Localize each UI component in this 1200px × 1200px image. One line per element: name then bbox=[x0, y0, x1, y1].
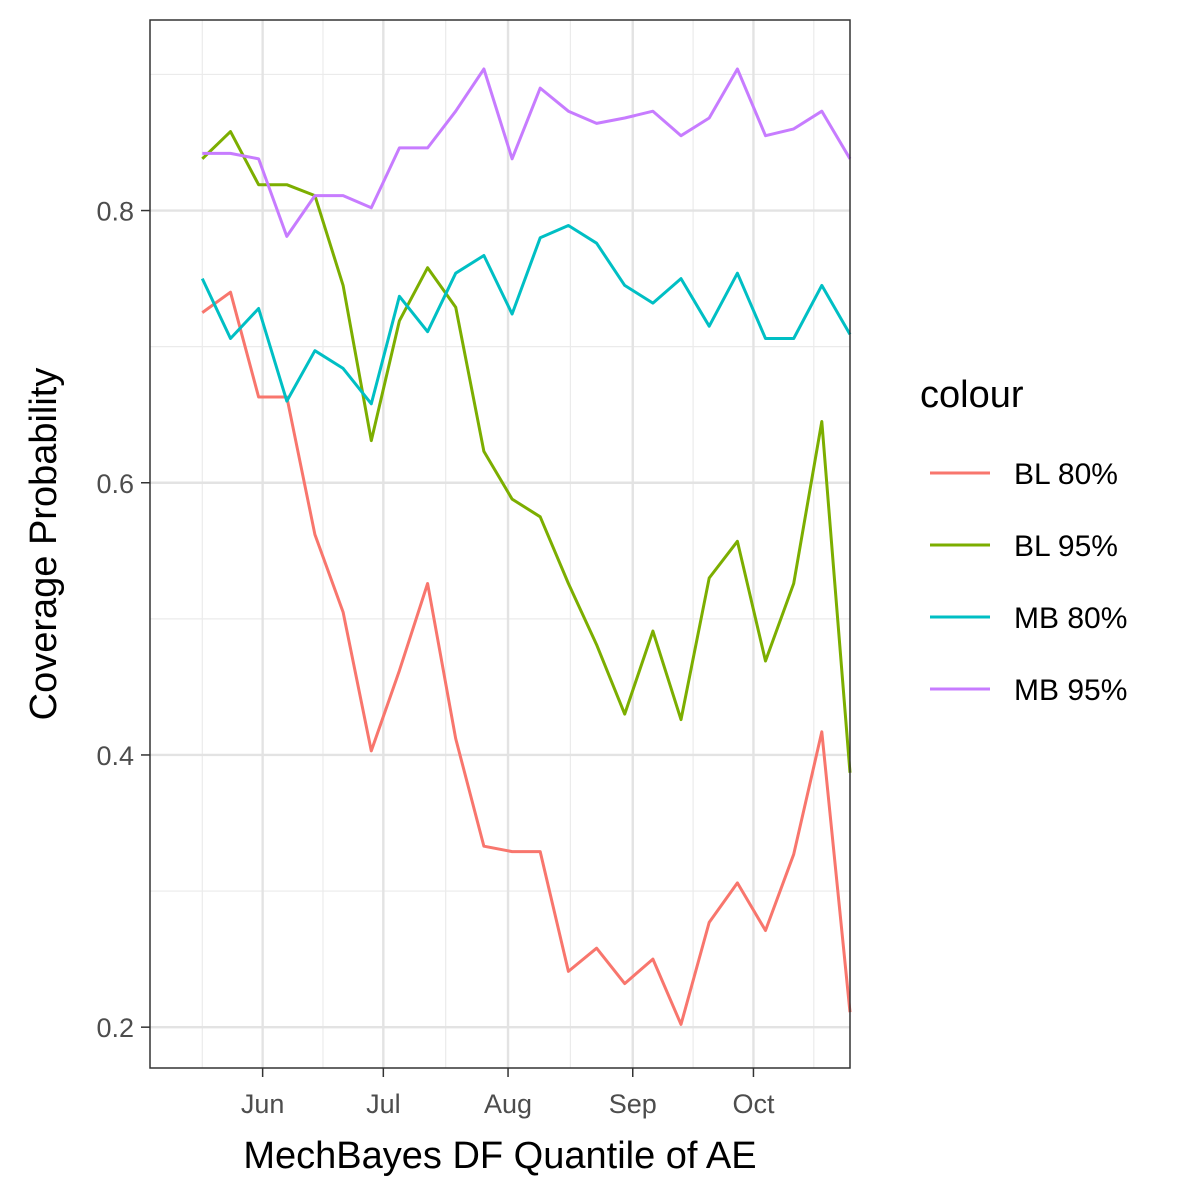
plot-border bbox=[149, 19, 851, 1069]
x-tick-label: Jun bbox=[241, 1089, 285, 1119]
y-axis: 0.2 0.4 0.6 0.8 bbox=[96, 197, 150, 1043]
y-tick-label: 0.4 bbox=[96, 741, 134, 771]
x-axis-title: MechBayes DF Quantile of AE bbox=[243, 1135, 756, 1177]
y-tick-label: 0.6 bbox=[96, 469, 134, 499]
series-line-mb-95 bbox=[202, 67, 852, 238]
legend-item: BL 80% bbox=[930, 458, 1118, 491]
legend-item: MB 95% bbox=[930, 674, 1127, 707]
series-line-bl-95 bbox=[201, 130, 852, 773]
legend-items: BL 80% BL 95% MB 80% MB 95% bbox=[930, 458, 1127, 707]
y-tick-label: 0.8 bbox=[96, 197, 134, 227]
legend-item: BL 95% bbox=[930, 530, 1118, 563]
x-tick-label: Jul bbox=[366, 1089, 401, 1119]
series-lines bbox=[200, 67, 852, 1026]
legend-title: colour bbox=[920, 374, 1024, 416]
legend-item: MB 80% bbox=[930, 602, 1127, 635]
x-tick-label: Aug bbox=[484, 1089, 532, 1119]
legend-label: MB 95% bbox=[1014, 674, 1127, 707]
x-axis: Jun Jul Aug Sep Oct bbox=[241, 1068, 775, 1119]
legend: colour BL 80% BL 95% MB 80% MB 95% bbox=[920, 374, 1127, 707]
legend-label: BL 95% bbox=[1014, 530, 1118, 563]
x-tick-label: Oct bbox=[732, 1089, 775, 1119]
legend-label: MB 80% bbox=[1014, 602, 1127, 635]
x-tick-label: Sep bbox=[609, 1089, 657, 1119]
legend-label: BL 80% bbox=[1014, 458, 1118, 491]
series-line-bl-80 bbox=[201, 290, 852, 1026]
y-axis-title: Coverage Probability bbox=[23, 368, 65, 721]
major-gridlines bbox=[150, 20, 850, 1068]
series-line-mb-80 bbox=[200, 224, 852, 406]
y-tick-label: 0.2 bbox=[96, 1013, 134, 1043]
plot-panel bbox=[150, 20, 850, 1068]
